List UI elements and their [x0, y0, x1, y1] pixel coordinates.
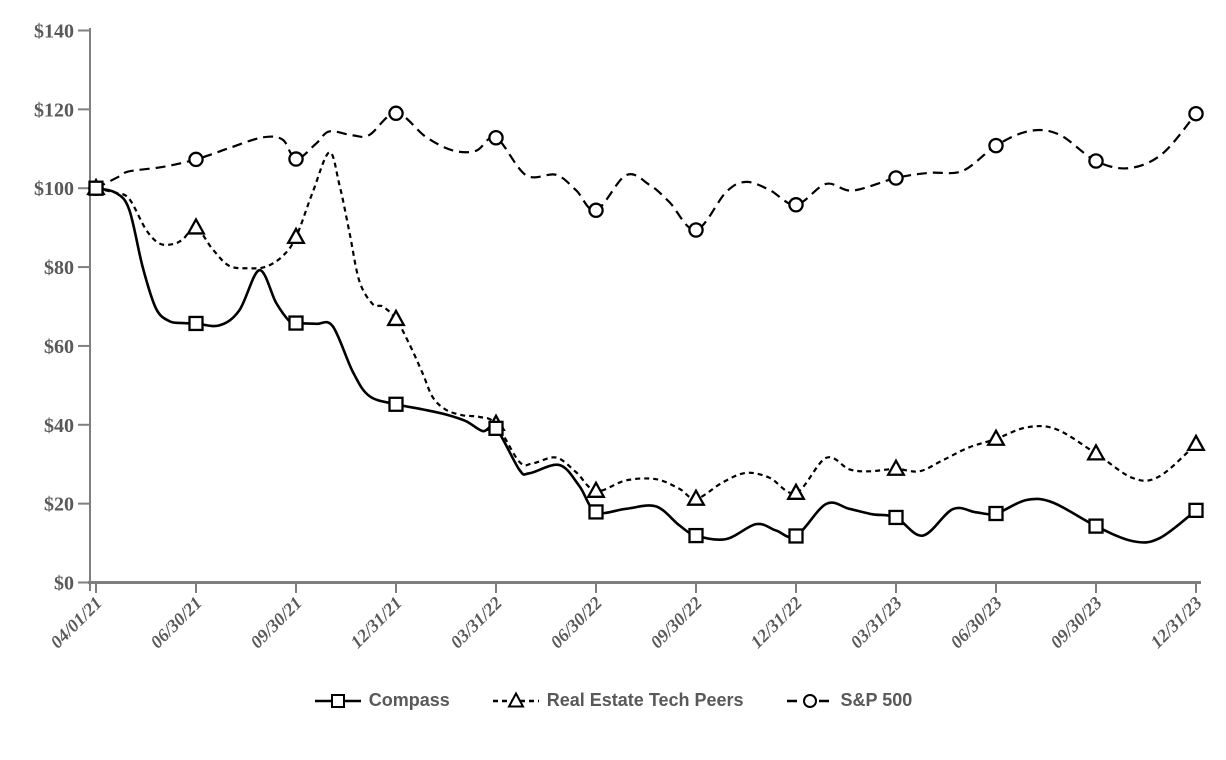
compass-square-marker-icon	[314, 693, 361, 708]
peers-triangle-marker-icon	[492, 690, 539, 707]
legend-item-real-estate-tech-peers: Real Estate Tech Peers	[492, 690, 744, 711]
s-p-500-marker	[188, 151, 204, 168]
x-tick-label: 04/01/21	[46, 593, 105, 652]
y-tick-label: $40	[44, 415, 74, 437]
compass-line	[95, 186, 1197, 544]
x-tick-label: 06/30/22	[546, 593, 605, 652]
x-tick-label: 03/31/22	[446, 593, 505, 652]
x-tick-label: 12/31/21	[346, 593, 405, 652]
compass-marker	[88, 180, 104, 196]
s-p-500-marker	[688, 222, 704, 238]
real-estate-tech-peers-marker	[1186, 433, 1206, 452]
legend-square-marker-icon	[330, 693, 345, 708]
real-estate-tech-peers-marker	[986, 428, 1006, 446]
y-tick-label: $100	[34, 178, 74, 200]
y-tick-label: $20	[44, 494, 74, 516]
compass-marker	[988, 505, 1004, 522]
x-tick-label: 09/30/23	[1046, 593, 1105, 652]
legend-label-compass: Compass	[368, 690, 450, 710]
real-estate-tech-peers-line	[95, 151, 1197, 501]
y-tick-label: $80	[44, 257, 74, 279]
real-estate-tech-peers-marker	[786, 482, 806, 500]
compass-marker	[188, 315, 204, 332]
s-p-500-marker	[1188, 105, 1204, 122]
s-p-500-marker	[288, 151, 304, 167]
y-tick-label: $140	[34, 21, 74, 43]
legend-item-sp500: S&P 500	[786, 690, 913, 711]
legend-triangle-marker-icon	[507, 690, 525, 707]
legend-label-real-estate-tech-peers: Real Estate Tech Peers	[546, 690, 744, 710]
s-p-500-marker	[988, 137, 1004, 154]
y-tick-label: $120	[34, 99, 74, 121]
real-estate-tech-peers-marker	[386, 308, 406, 327]
real-estate-tech-peers-marker	[186, 217, 206, 235]
s-p-500-marker	[588, 202, 604, 219]
x-tick-label: 09/30/21	[246, 593, 305, 652]
compass-marker	[288, 315, 304, 331]
legend-label-sp500: S&P 500	[840, 690, 913, 710]
y-tick-label: $0	[54, 573, 74, 595]
compass-marker	[388, 396, 404, 412]
x-tick-label: 12/31/23	[1146, 593, 1205, 652]
chart-legend: Compass Real Estate Tech Peers S&P 500	[0, 690, 1226, 711]
compass-marker	[488, 420, 504, 436]
s-p-500-marker	[1088, 153, 1104, 169]
x-tick-label: 12/31/22	[746, 593, 805, 652]
x-tick-label: 03/31/23	[846, 593, 905, 652]
y-tick-label: $60	[44, 336, 74, 358]
real-estate-tech-peers-marker	[586, 480, 606, 498]
s-p-500-marker	[788, 197, 804, 213]
legend-item-compass: Compass	[314, 690, 450, 711]
real-estate-tech-peers-marker	[1086, 443, 1106, 461]
s-p-500-line	[95, 111, 1197, 232]
real-estate-tech-peers-marker	[686, 488, 706, 506]
s-p-500-marker	[888, 170, 904, 186]
compass-marker	[1088, 518, 1104, 534]
x-tick-label: 06/30/21	[146, 593, 205, 652]
compass-marker	[788, 528, 804, 544]
real-estate-tech-peers-marker	[286, 226, 306, 245]
compass-marker	[888, 509, 904, 526]
real-estate-tech-peers-marker	[886, 458, 906, 476]
x-tick-label: 09/30/22	[646, 593, 705, 652]
x-tick-label: 06/30/23	[946, 593, 1005, 652]
s-p-500-marker	[388, 105, 404, 122]
compass-marker	[688, 527, 704, 544]
legend-circle-marker-icon	[802, 693, 817, 708]
compass-marker	[588, 504, 604, 520]
compass-marker	[1188, 502, 1204, 518]
sp500-circle-marker-icon	[786, 693, 833, 708]
s-p-500-marker	[488, 129, 504, 146]
